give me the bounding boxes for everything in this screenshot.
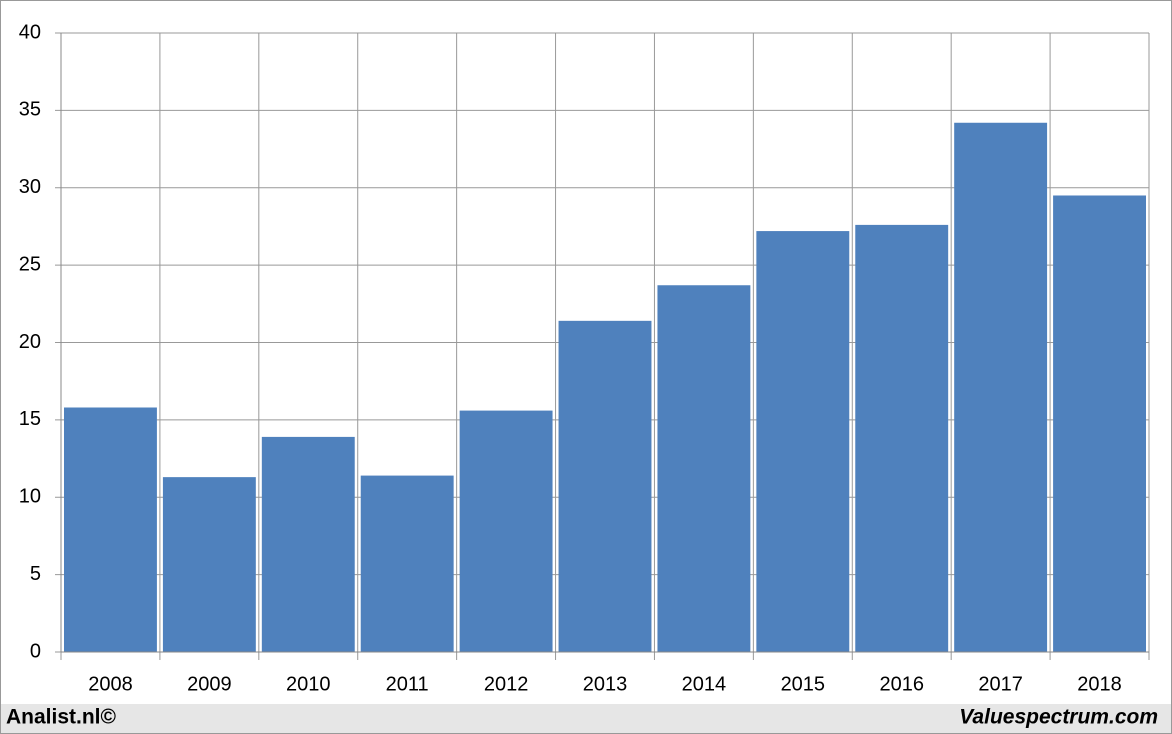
x-tick-label: 2009 <box>187 673 232 695</box>
y-tick-label: 20 <box>19 331 41 353</box>
bar <box>1053 195 1146 653</box>
x-tick-label: 2011 <box>386 673 429 695</box>
y-tick-label: 5 <box>30 563 41 585</box>
bar <box>558 320 652 652</box>
y-tick-label: 40 <box>19 21 41 43</box>
bar <box>162 477 256 652</box>
x-tick-label: 2016 <box>879 673 924 695</box>
bar <box>459 410 553 652</box>
bar <box>954 122 1048 652</box>
bar <box>64 407 157 652</box>
y-tick-label: 30 <box>19 176 41 198</box>
bar <box>360 475 454 652</box>
footer-right: Valuespectrum.com <box>959 706 1158 729</box>
y-tick-label: 10 <box>19 486 41 508</box>
footer-band <box>1 704 1171 733</box>
y-tick-label: 0 <box>30 640 41 662</box>
y-tick-label: 35 <box>19 99 41 121</box>
bar <box>855 224 949 652</box>
x-tick-label: 2015 <box>781 673 826 695</box>
x-tick-label: 2018 <box>1077 673 1122 695</box>
x-tick-label: 2008 <box>88 673 133 695</box>
x-tick-label: 2012 <box>484 673 529 695</box>
footer-left: Analist.nl© <box>6 706 117 729</box>
bar <box>657 285 751 652</box>
x-tick-label: 2014 <box>682 673 727 695</box>
x-tick-label: 2017 <box>978 673 1023 695</box>
x-tick-label: 2010 <box>286 673 331 695</box>
y-tick-label: 25 <box>19 253 41 275</box>
y-tick-label: 15 <box>19 408 41 430</box>
bar <box>756 231 850 652</box>
bar <box>261 436 355 652</box>
x-tick-label: 2013 <box>583 673 628 695</box>
